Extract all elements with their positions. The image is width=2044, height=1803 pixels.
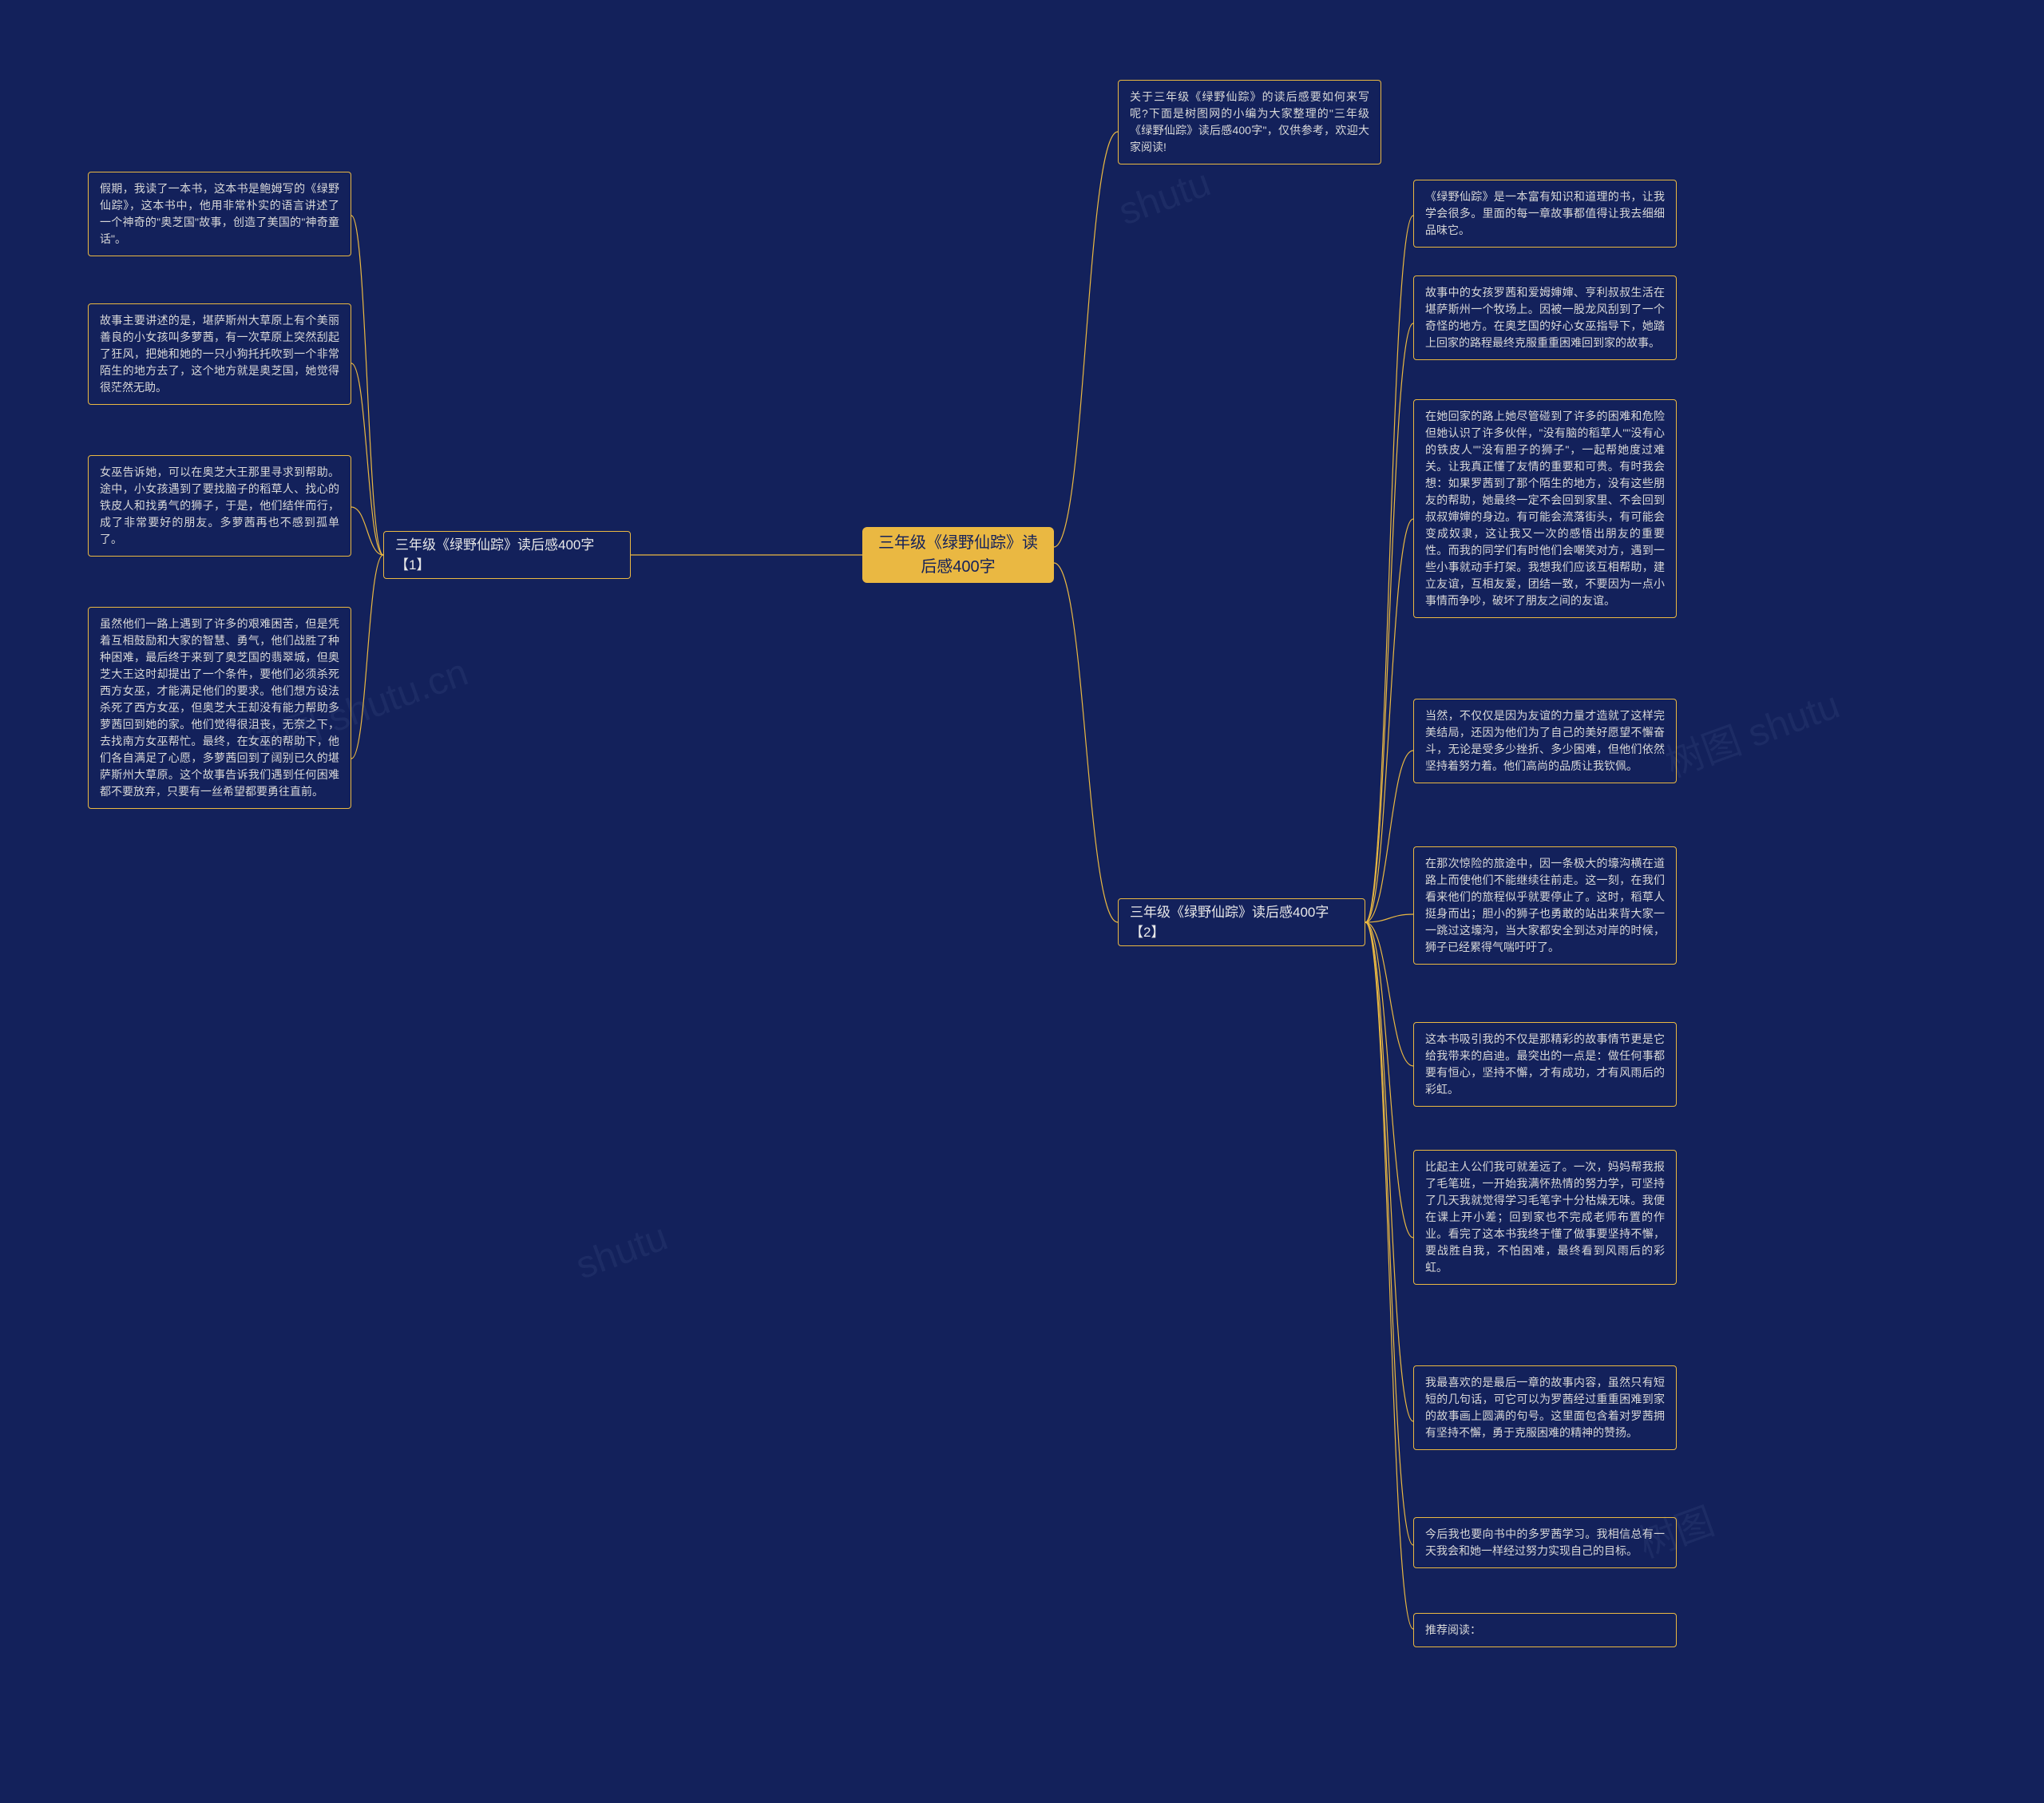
- branch1-title: 三年级《绿野仙踪》读后感400字【1】: [395, 535, 619, 576]
- branch1-leaf-2: 女巫告诉她，可以在奥芝大王那里寻求到帮助。途中，小女孩遇到了要找脑子的稻草人、找…: [88, 455, 351, 557]
- intro-node: 关于三年级《绿野仙踪》的读后感要如何来写呢?下面是树图网的小编为大家整理的"三年…: [1118, 80, 1381, 164]
- branch1-leaf-1-text: 故事主要讲述的是，堪萨斯州大草原上有个美丽善良的小女孩叫多萝茜，有一次草原上突然…: [100, 314, 339, 394]
- branch2-leaf-4-text: 在那次惊险的旅途中，因一条极大的壕沟横在道路上而使他们不能继续往前走。这一刻，在…: [1425, 857, 1665, 953]
- branch2-leaf-6: 比起主人公们我可就差远了。一次，妈妈帮我报了毛笔班，一开始我满怀热情的努力学，可…: [1413, 1150, 1677, 1285]
- branch1-node: 三年级《绿野仙踪》读后感400字【1】: [383, 531, 631, 579]
- branch2-leaf-5: 这本书吸引我的不仅是那精彩的故事情节更是它给我带来的启迪。最突出的一点是：做任何…: [1413, 1022, 1677, 1107]
- branch2-leaf-1-text: 故事中的女孩罗茜和爱姆婶婶、亨利叔叔生活在堪萨斯州一个牧场上。因被一股龙风刮到了…: [1425, 286, 1665, 349]
- branch2-leaf-3: 当然，不仅仅是因为友谊的力量才造就了这样完美结局，还因为他们为了自己的美好愿望不…: [1413, 699, 1677, 783]
- intro-text: 关于三年级《绿野仙踪》的读后感要如何来写呢?下面是树图网的小编为大家整理的"三年…: [1130, 90, 1369, 153]
- branch2-leaf-0-text: 《绿野仙踪》是一本富有知识和道理的书，让我学会很多。里面的每一章故事都值得让我去…: [1425, 190, 1665, 236]
- branch1-leaf-0: 假期，我读了一本书，这本书是鲍姆写的《绿野仙踪》，这本书中，他用非常朴实的语言讲…: [88, 172, 351, 256]
- branch2-leaf-8: 今后我也要向书中的多罗茜学习。我相信总有一天我会和她一样经过努力实现自己的目标。: [1413, 1517, 1677, 1568]
- branch1-leaf-3: 虽然他们一路上遇到了许多的艰难困苦，但是凭着互相鼓励和大家的智慧、勇气，他们战胜…: [88, 607, 351, 809]
- watermark-2: shutu: [1113, 161, 1216, 235]
- branch2-leaf-2-text: 在她回家的路上她尽管碰到了许多的困难和危险但她认识了许多伙伴，"没有脑的稻草人"…: [1425, 410, 1665, 607]
- branch2-leaf-4: 在那次惊险的旅途中，因一条极大的壕沟横在道路上而使他们不能继续往前走。这一刻，在…: [1413, 846, 1677, 965]
- branch2-leaf-6-text: 比起主人公们我可就差远了。一次，妈妈帮我报了毛笔班，一开始我满怀热情的努力学，可…: [1425, 1160, 1665, 1274]
- branch2-leaf-8-text: 今后我也要向书中的多罗茜学习。我相信总有一天我会和她一样经过努力实现自己的目标。: [1425, 1528, 1665, 1557]
- branch1-leaf-1: 故事主要讲述的是，堪萨斯州大草原上有个美丽善良的小女孩叫多萝茜，有一次草原上突然…: [88, 303, 351, 405]
- branch2-leaf-7-text: 我最喜欢的是最后一章的故事内容，虽然只有短短的几句话，可它可以为罗茜经过重重困难…: [1425, 1376, 1665, 1439]
- branch2-leaf-2: 在她回家的路上她尽管碰到了许多的困难和危险但她认识了许多伙伴，"没有脑的稻草人"…: [1413, 399, 1677, 618]
- branch2-leaf-7: 我最喜欢的是最后一章的故事内容，虽然只有短短的几句话，可它可以为罗茜经过重重困难…: [1413, 1365, 1677, 1450]
- branch1-leaf-2-text: 女巫告诉她，可以在奥芝大王那里寻求到帮助。途中，小女孩遇到了要找脑子的稻草人、找…: [100, 466, 339, 545]
- center-node: 三年级《绿野仙踪》读后感400字: [862, 527, 1054, 583]
- branch2-leaf-0: 《绿野仙踪》是一本富有知识和道理的书，让我学会很多。里面的每一章故事都值得让我去…: [1413, 180, 1677, 248]
- branch2-node: 三年级《绿野仙踪》读后感400字【2】: [1118, 898, 1365, 946]
- branch2-leaf-1: 故事中的女孩罗茜和爱姆婶婶、亨利叔叔生活在堪萨斯州一个牧场上。因被一股龙风刮到了…: [1413, 275, 1677, 360]
- branch2-title: 三年级《绿野仙踪》读后感400字【2】: [1130, 902, 1353, 943]
- branch2-leaf-9: 推荐阅读：: [1413, 1613, 1677, 1647]
- branch1-leaf-0-text: 假期，我读了一本书，这本书是鲍姆写的《绿野仙踪》，这本书中，他用非常朴实的语言讲…: [100, 182, 339, 245]
- branch2-leaf-3-text: 当然，不仅仅是因为友谊的力量才造就了这样完美结局，还因为他们为了自己的美好愿望不…: [1425, 709, 1665, 772]
- center-text: 三年级《绿野仙踪》读后感400字: [873, 531, 1043, 579]
- connector-lines: [0, 0, 2044, 1803]
- branch2-leaf-9-text: 推荐阅读：: [1425, 1623, 1481, 1636]
- watermark-3: 树图 shutu: [1657, 673, 1846, 787]
- branch2-leaf-5-text: 这本书吸引我的不仅是那精彩的故事情节更是它给我带来的启迪。最突出的一点是：做任何…: [1425, 1032, 1665, 1096]
- branch1-leaf-3-text: 虽然他们一路上遇到了许多的艰难困苦，但是凭着互相鼓励和大家的智慧、勇气，他们战胜…: [100, 617, 339, 798]
- watermark-4: shutu: [570, 1215, 673, 1289]
